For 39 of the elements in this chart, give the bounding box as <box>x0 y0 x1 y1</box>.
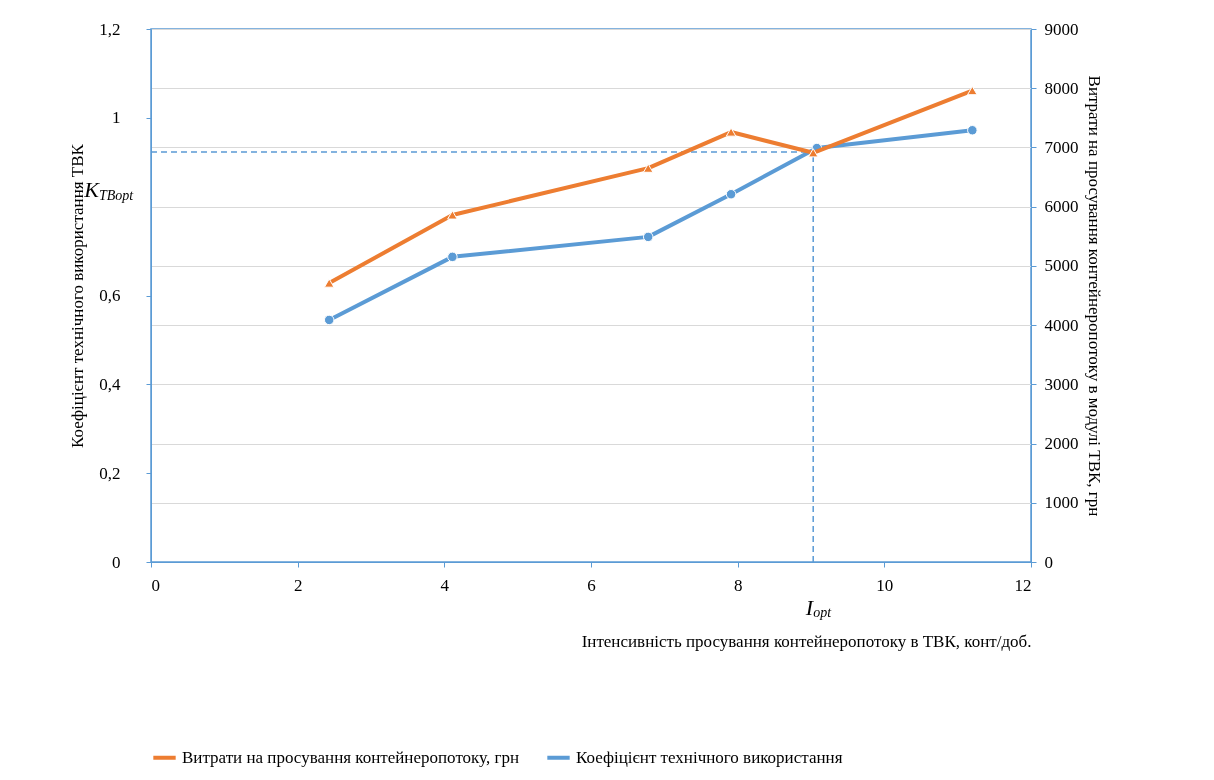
x-tick-label: 12 <box>1014 575 1032 595</box>
y2-tick-label: 0 <box>1044 552 1053 572</box>
point <box>725 189 737 200</box>
point <box>807 148 819 158</box>
point <box>967 85 978 96</box>
x-tick-label: 10 <box>876 575 894 595</box>
y-tick-label: 0,6 <box>99 286 121 305</box>
legend-label: Витрати на просування контейнеропотоку, грн <box>182 747 519 767</box>
y-tick-label: 0,4 <box>99 374 121 394</box>
x-tick-label: 0 <box>151 575 160 595</box>
legend-label: Коефіцієнт технічного використання <box>576 747 843 767</box>
x-tick-label: 8 <box>733 575 743 595</box>
point <box>447 251 458 263</box>
y-tick-label: 1,2 <box>99 19 121 39</box>
x-axis-title: Інтенсивність просування контейнеропотоку в ТВК, конт/доб. <box>581 631 1032 651</box>
y2-tick-label: 6000 <box>1044 197 1079 217</box>
point <box>642 231 654 243</box>
point <box>323 278 335 288</box>
y2-tick-label: 4000 <box>1044 315 1079 335</box>
y2-tick-label: 8000 <box>1044 78 1079 98</box>
y2-tick-label: 1000 <box>1044 493 1079 513</box>
y2-tick-label: 5000 <box>1044 256 1079 276</box>
y-tick-label: 1 <box>112 108 121 128</box>
y2-tick-label: 9000 <box>1044 19 1079 39</box>
y2-tick-label: 3000 <box>1044 374 1079 394</box>
point <box>967 125 978 136</box>
y-tick-label: 0,2 <box>99 463 121 483</box>
x-tick-label: 4 <box>440 575 450 595</box>
ref-line-label: Iopt <box>804 595 833 620</box>
point <box>447 210 458 220</box>
x-tick-label: 2 <box>293 575 303 595</box>
y2-tick-label: 2000 <box>1044 434 1079 454</box>
point <box>642 163 654 173</box>
y2-axis-title: Витрати на просування контейнеропотоку в модулі ТВК, грн <box>1084 75 1104 517</box>
x-tick-label: 6 <box>587 575 596 595</box>
point <box>725 127 737 137</box>
y-tick-label: 0 <box>112 552 121 572</box>
point <box>323 314 335 326</box>
y2-tick-label: 7000 <box>1044 137 1079 157</box>
